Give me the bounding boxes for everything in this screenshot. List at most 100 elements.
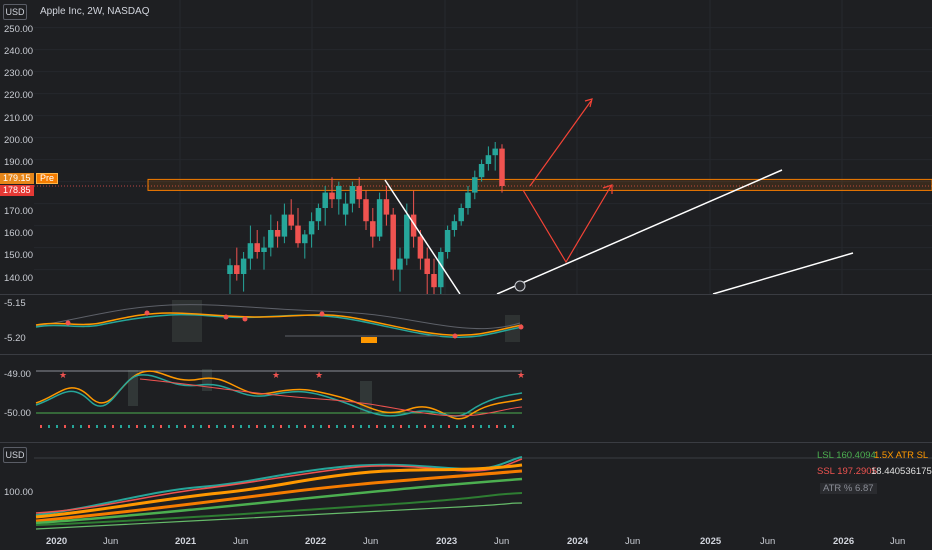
osc2-tick-marker bbox=[200, 425, 202, 428]
osc2-tick-marker bbox=[504, 425, 506, 428]
candle-body bbox=[438, 252, 444, 288]
osc2-tick-marker bbox=[496, 425, 498, 428]
osc2-tick-marker bbox=[352, 425, 354, 428]
osc2-tick-marker bbox=[440, 425, 442, 428]
osc1-tick: -5.15 bbox=[4, 298, 26, 309]
candle-body bbox=[370, 221, 376, 237]
pane-divider[interactable] bbox=[0, 442, 932, 443]
osc2-tick-marker bbox=[328, 425, 330, 428]
candle-body bbox=[315, 208, 322, 222]
star-icon: ★ bbox=[272, 371, 280, 381]
currency-button[interactable]: USD bbox=[3, 4, 27, 20]
candle-body bbox=[417, 236, 424, 259]
candle-body bbox=[485, 155, 492, 164]
osc2-tick-marker bbox=[112, 425, 114, 428]
price-tick: 170.00 bbox=[4, 206, 34, 217]
osc2-tick-marker bbox=[160, 425, 162, 428]
osc2-tick-marker bbox=[336, 425, 338, 428]
osc2-tick-marker bbox=[240, 425, 242, 428]
bottom-tick: 100.00 bbox=[4, 487, 34, 498]
candle-body bbox=[458, 208, 464, 222]
price-chart[interactable] bbox=[0, 0, 932, 294]
osc2-tick-marker bbox=[472, 425, 474, 428]
moving-average-line bbox=[35, 458, 523, 514]
moving-averages-chart bbox=[34, 456, 932, 530]
oscillator-1-axis[interactable]: -5.15 -5.20 bbox=[0, 295, 34, 354]
arrow-head bbox=[584, 98, 593, 108]
candle-body bbox=[383, 199, 390, 215]
star-icon: ★ bbox=[59, 371, 67, 381]
oscillator-pane-1[interactable]: -5.15 -5.20 bbox=[0, 295, 932, 354]
osc2-tick-marker bbox=[232, 425, 234, 428]
osc2-tick-marker bbox=[432, 425, 434, 428]
candle-body bbox=[390, 214, 396, 270]
osc2-tick-marker bbox=[424, 425, 426, 428]
candle-body bbox=[444, 230, 451, 252]
candle-body bbox=[247, 243, 254, 259]
moving-averages-pane[interactable]: USD 100.00 LSL 160.4094 1.5X ATR SL SSL … bbox=[0, 443, 932, 533]
osc2-tick-marker bbox=[312, 425, 314, 428]
time-label: 2020 bbox=[46, 536, 68, 547]
osc2-tick-marker bbox=[376, 425, 378, 428]
candle-body bbox=[274, 230, 281, 237]
oscillator-2-axis[interactable]: -49.00 -50.00 bbox=[0, 355, 34, 442]
osc2-tick-marker bbox=[40, 425, 42, 428]
osc-envelope bbox=[35, 304, 521, 330]
candle-body bbox=[410, 214, 417, 237]
oscillator-pane-2[interactable]: ★ ★ ★ ★ -49.00 -50.00 bbox=[0, 355, 932, 442]
bottom-axis[interactable]: 100.00 bbox=[0, 443, 34, 533]
pane-divider[interactable] bbox=[0, 354, 932, 355]
osc2-tick-marker bbox=[456, 425, 458, 428]
price-pane[interactable]: USD Apple Inc, 2W, NASDAQ 250.00 240.00 … bbox=[0, 0, 932, 294]
price-tick: 220.00 bbox=[4, 90, 34, 101]
price-tick: 210.00 bbox=[4, 113, 34, 124]
moving-average-line bbox=[35, 463, 523, 519]
time-label: 2023 bbox=[436, 536, 458, 547]
osc2-tick: -50.00 bbox=[4, 408, 31, 419]
osc2-tick-marker bbox=[512, 425, 514, 428]
bottom-currency-button[interactable]: USD bbox=[3, 447, 27, 463]
osc2-tick-marker bbox=[104, 425, 106, 428]
candle-body bbox=[254, 243, 260, 252]
price-tick: 250.00 bbox=[4, 24, 34, 35]
osc2-tick-marker bbox=[448, 425, 450, 428]
symbol-title: Apple Inc, 2W, NASDAQ bbox=[40, 6, 150, 17]
price-tick: 200.00 bbox=[4, 135, 34, 146]
pre-market-label: Pre bbox=[36, 173, 59, 184]
osc2-tick-marker bbox=[400, 425, 402, 428]
candle-body bbox=[397, 258, 403, 270]
candle-body bbox=[308, 221, 315, 235]
candle-body bbox=[356, 186, 362, 200]
candle-body bbox=[281, 214, 288, 237]
candle-body bbox=[288, 214, 294, 226]
time-label: Jun bbox=[494, 536, 510, 547]
candle-body bbox=[261, 247, 267, 252]
price-tick: 230.00 bbox=[4, 68, 34, 79]
candle-body bbox=[268, 230, 274, 248]
osc1-tick: -5.20 bbox=[4, 333, 26, 344]
atr-percent-legend: ATR % 6.87 bbox=[820, 483, 877, 494]
candle-body bbox=[499, 148, 505, 186]
candle-body bbox=[465, 192, 471, 208]
osc2-tick-marker bbox=[88, 425, 90, 428]
support-line bbox=[712, 252, 854, 294]
osc2-tick-marker bbox=[408, 425, 410, 428]
osc2-tick-marker bbox=[56, 425, 58, 428]
time-label: Jun bbox=[233, 536, 249, 547]
price-axis[interactable]: 250.00 240.00 230.00 220.00 210.00 200.0… bbox=[0, 0, 34, 294]
star-icon: ★ bbox=[315, 371, 323, 381]
atr-sl-legend: 1.5X ATR SL bbox=[874, 450, 929, 461]
candle-body bbox=[342, 203, 349, 215]
osc-dot bbox=[518, 324, 524, 330]
arrow-head bbox=[602, 184, 613, 194]
moving-average-line bbox=[35, 477, 523, 525]
candle-body bbox=[492, 148, 498, 156]
price-tick: 240.00 bbox=[4, 46, 34, 57]
pullback-projection-arrow bbox=[522, 185, 612, 264]
candle-body bbox=[431, 274, 437, 288]
price-tick: 140.00 bbox=[4, 273, 34, 284]
time-label: Jun bbox=[890, 536, 906, 547]
moving-average-line bbox=[35, 469, 523, 523]
time-axis[interactable] bbox=[0, 533, 932, 550]
pane-divider[interactable] bbox=[0, 294, 932, 295]
